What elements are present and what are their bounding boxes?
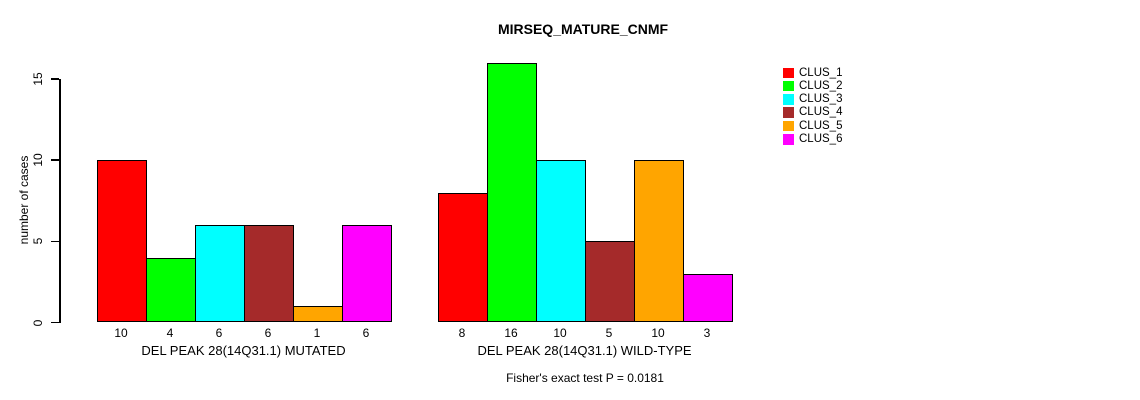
x-axis-group-label: DEL PEAK 28(14Q31.1) WILD-TYPE: [477, 343, 692, 358]
legend-item: CLUS_6: [783, 133, 863, 146]
bar-value-label: 1: [313, 326, 321, 340]
bar-clus_4: [584, 241, 635, 323]
legend-item: CLUS_5: [783, 120, 863, 133]
y-axis-tick: [51, 159, 59, 161]
legend-color-swatch: [783, 107, 794, 118]
bar-value-label: 6: [362, 326, 370, 340]
bar-value-label: 10: [553, 326, 567, 340]
y-tick-label: 0: [31, 319, 45, 326]
bar-clus_6: [341, 225, 392, 323]
legend-color-swatch: [783, 67, 794, 78]
legend-item: CLUS_2: [783, 80, 863, 93]
legend-label: CLUS_1: [799, 66, 843, 79]
x-axis-group-label: DEL PEAK 28(14Q31.1) MUTATED: [141, 343, 346, 358]
y-axis-tick: [51, 240, 59, 243]
legend-item: CLUS_4: [783, 106, 863, 119]
y-tick-label: 15: [31, 72, 45, 86]
legend-label: CLUS_6: [799, 133, 843, 145]
legend-color-swatch: [783, 120, 794, 132]
legend-label: CLUS_4: [799, 106, 843, 119]
legend-item: CLUS_1: [783, 67, 863, 80]
chart-title: MIRSEQ_MATURE_CNMF: [497, 21, 669, 37]
bar-value-label: 3: [703, 326, 711, 340]
y-tick-label: 5: [31, 237, 45, 245]
bar-value-label: 10: [651, 326, 665, 340]
bar-value-label: 8: [458, 326, 466, 340]
legend-item: CLUS_3: [783, 93, 863, 106]
legend-color-swatch: [783, 134, 794, 145]
bar-value-label: 6: [215, 326, 223, 340]
annotation-fisher-test: Fisher's exact test P = 0.0181: [506, 371, 664, 385]
bar-clus_2: [486, 62, 537, 323]
y-axis-tick: [51, 321, 59, 324]
legend-label: CLUS_2: [799, 79, 843, 92]
bar-value-label: 5: [605, 326, 613, 340]
legend-label: CLUS_5: [799, 119, 843, 132]
bar-value-label: 4: [166, 326, 174, 340]
y-tick-label: 10: [31, 153, 45, 167]
y-axis-label: number of cases: [17, 155, 31, 245]
legend-color-swatch: [783, 94, 794, 105]
bar-clus_2: [145, 257, 196, 323]
bar-value-label: 16: [504, 326, 518, 340]
legend-color-swatch: [783, 80, 794, 92]
bar-clus_4: [243, 225, 294, 323]
bar-clus_6: [682, 273, 733, 323]
bar-clus_5: [292, 306, 343, 323]
bar-clus_1: [96, 160, 147, 323]
legend-label: CLUS_3: [799, 93, 843, 106]
bar-clus_5: [633, 160, 684, 323]
bar-clus_1: [437, 192, 488, 323]
bar-clus_3: [535, 160, 586, 323]
y-axis-tick: [51, 78, 59, 80]
y-axis-line: [59, 79, 61, 323]
bar-value-label: 6: [264, 326, 272, 340]
bar-value-label: 10: [114, 326, 128, 340]
bar-clus_3: [194, 225, 245, 323]
